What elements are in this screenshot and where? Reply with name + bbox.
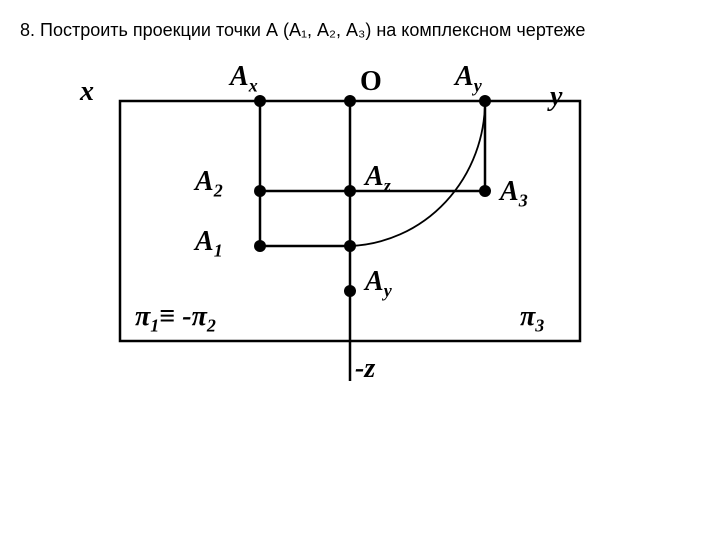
drawing-svg <box>100 71 600 411</box>
label-Ay_top: Ay <box>455 61 482 97</box>
label-Az: Az <box>365 161 391 197</box>
label-x: x <box>80 76 94 108</box>
diagram: xyOAxAyA2AzA3A1Ayπ1≡ -π2π3-z <box>100 71 600 411</box>
label-A3: A3 <box>500 176 528 212</box>
label-Ax: Ax <box>230 61 258 97</box>
label-pi3: π3 <box>520 301 544 337</box>
label-A1: A1 <box>195 226 223 262</box>
label-Ay_bottom: Ay <box>365 266 392 302</box>
label-O: O <box>360 66 382 98</box>
label-minusz: -z <box>355 353 375 385</box>
task-title: 8. Построить проекции точки А (А₁, А₂, А… <box>20 20 700 41</box>
label-pi12: π1≡ -π2 <box>135 301 216 337</box>
label-A2: A2 <box>195 166 223 202</box>
label-y: y <box>550 81 562 113</box>
